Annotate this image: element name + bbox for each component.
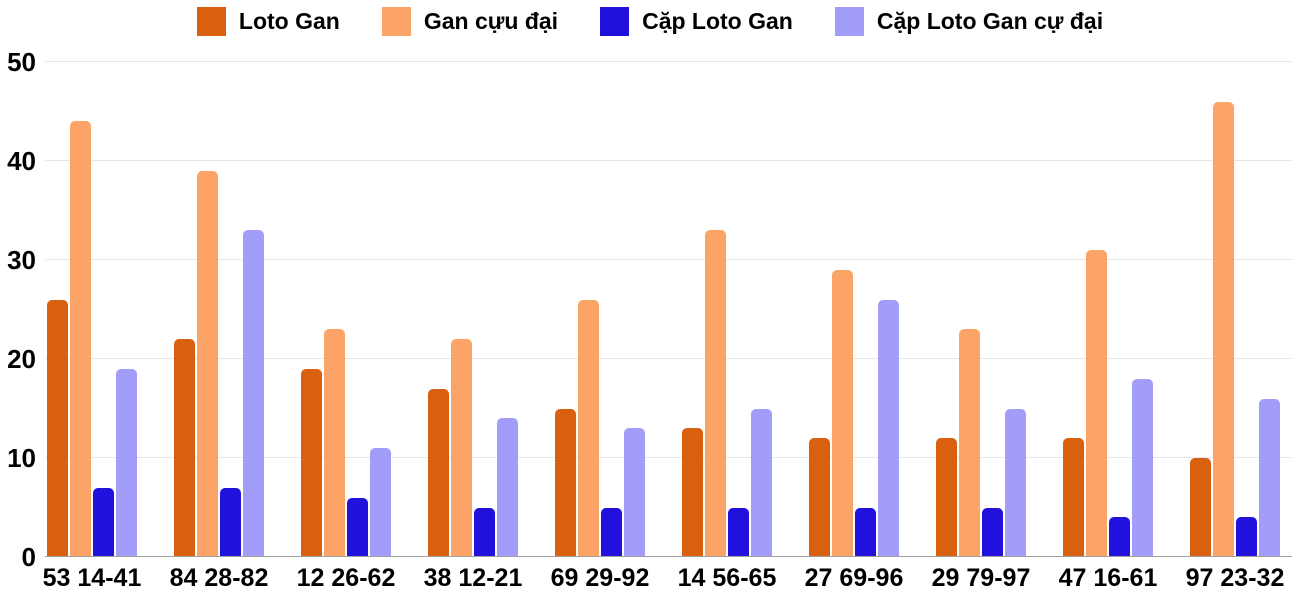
bar-groups: 53 14-41 84 28-82 12 26-62 38 12-21 69 29-92…: [43, 62, 1284, 591]
bar-group-69-29-92: 69 29-92: [551, 62, 649, 591]
bar-series-1-97-23-32: [1190, 458, 1211, 557]
bar-group-53-14-41: 53 14-41: [43, 62, 141, 591]
y-tick-label-20: 20: [7, 344, 36, 374]
bar-series-1-12-26-62: [301, 368, 322, 557]
bar-series-2-84-28-82: [197, 170, 218, 557]
legend-label-loto-gan: Loto Gan: [238, 7, 340, 34]
legend-swatch-loto-gan: [196, 7, 226, 36]
bar-series-1-29-79-97: [936, 438, 957, 557]
bar-group-97-23-32: 97 23-32: [1186, 62, 1284, 591]
gridline-40: [45, 160, 1292, 161]
bar-group-14-56-65: 14 56-65: [678, 62, 776, 591]
bar-series-2-27-69-96: [832, 269, 853, 557]
bar-group-84-28-82: 84 28-82: [170, 62, 268, 591]
bar-series-4-84-28-82: [243, 230, 264, 557]
bar-series-4-27-69-96: [878, 299, 899, 557]
bar-series-1-27-69-96: [809, 438, 830, 557]
bar-group-47-16-61: 47 16-61: [1059, 62, 1157, 591]
bar-group-29-79-97: 29 79-97: [932, 62, 1030, 591]
bar-series-2-69-29-92: [578, 299, 599, 557]
bar-series-4-38-12-21: [497, 418, 518, 557]
legend-label-cap-loto-gan-cu-dai: Cặp Loto Gan cự đại: [876, 7, 1104, 34]
x-axis-label-12-26-62: 12 26-62: [296, 564, 396, 592]
x-axis-label-14-56-65: 14 56-65: [677, 564, 777, 592]
x-axis-label-84-28-82: 84 28-82: [169, 564, 269, 592]
y-tick-label-40: 40: [7, 146, 36, 176]
bar-series-2-47-16-61: [1086, 250, 1107, 557]
bar-series-4-29-79-97: [1005, 408, 1026, 557]
legend-item-cap-loto-gan[interactable]: Cặp Loto Gan: [600, 7, 793, 36]
legend-label-cap-loto-gan: Cặp Loto Gan: [642, 7, 793, 34]
bar-group-27-69-96: 27 69-96: [805, 62, 903, 591]
legend-item-cap-loto-gan-cu-dai[interactable]: Cặp Loto Gan cự đại: [834, 7, 1104, 36]
bar-series-3-12-26-62: [347, 497, 368, 557]
y-tick-label-30: 30: [7, 245, 36, 275]
gridline-50: [45, 61, 1292, 62]
bar-series-4-14-56-65: [751, 408, 772, 557]
legend-swatch-cap-loto-gan-cu-dai: [834, 7, 864, 36]
bar-series-3-84-28-82: [220, 487, 241, 557]
legend-swatch-gan-cuu-dai: [381, 7, 411, 36]
bar-series-2-38-12-21: [451, 339, 472, 557]
gridline-10: [45, 457, 1292, 458]
bar-series-2-29-79-97: [959, 329, 980, 557]
x-axis-label-69-29-92: 69 29-92: [550, 564, 650, 592]
bar-series-2-12-26-62: [324, 329, 345, 557]
bar-series-3-53-14-41: [93, 487, 114, 557]
bar-series-1-53-14-41: [47, 299, 68, 557]
bar-series-3-14-56-65: [728, 507, 749, 557]
bar-series-3-47-16-61: [1109, 517, 1130, 557]
bar-series-2-14-56-65: [705, 230, 726, 557]
bar-series-1-69-29-92: [555, 408, 576, 557]
bar-series-1-47-16-61: [1063, 438, 1084, 557]
bar-series-4-47-16-61: [1132, 378, 1153, 557]
bar-series-4-12-26-62: [370, 448, 391, 557]
legend: Loto Gan Gan cựu đại Cặp Loto Gan Cặp Lo…: [0, 7, 1300, 36]
bar-series-1-84-28-82: [174, 339, 195, 557]
bar-series-4-53-14-41: [116, 368, 137, 557]
y-tick-label-50: 50: [7, 47, 36, 77]
x-axis-line: [45, 556, 1292, 557]
bar-series-4-69-29-92: [624, 428, 645, 557]
bar-group-12-26-62: 12 26-62: [297, 62, 395, 591]
gridlines: [45, 61, 1292, 557]
legend-item-loto-gan[interactable]: Loto Gan: [196, 7, 340, 36]
bar-group-38-12-21: 38 12-21: [424, 62, 522, 591]
y-axis-labels: 0 10 20 30 40 50: [0, 49, 36, 570]
bar-series-1-38-12-21: [428, 388, 449, 557]
bar-series-3-97-23-32: [1236, 517, 1257, 557]
bar-series-3-38-12-21: [474, 507, 495, 557]
bar-series-3-69-29-92: [601, 507, 622, 557]
y-tick-label-10: 10: [7, 443, 36, 473]
x-axis-label-29-79-97: 29 79-97: [931, 564, 1031, 592]
y-tick-label-0: 0: [21, 542, 36, 572]
bar-series-1-14-56-65: [682, 428, 703, 557]
x-axis-label-53-14-41: 53 14-41: [42, 564, 142, 592]
x-axis-label-47-16-61: 47 16-61: [1058, 564, 1158, 592]
bar-series-3-29-79-97: [982, 507, 1003, 557]
legend-label-gan-cuu-dai: Gan cựu đại: [423, 7, 559, 34]
legend-item-gan-cuu-dai[interactable]: Gan cựu đại: [381, 7, 559, 36]
legend-swatch-cap-loto-gan: [600, 7, 630, 36]
x-axis-label-38-12-21: 38 12-21: [423, 564, 523, 592]
bar-series-4-97-23-32: [1259, 398, 1280, 557]
gridline-20: [45, 358, 1292, 359]
x-axis-label-97-23-32: 97 23-32: [1185, 564, 1285, 592]
bar-series-2-97-23-32: [1213, 101, 1234, 557]
bar-series-2-53-14-41: [70, 121, 91, 557]
gridline-30: [45, 259, 1292, 260]
bar-series-3-27-69-96: [855, 507, 876, 557]
x-axis-label-27-69-96: 27 69-96: [804, 564, 904, 592]
